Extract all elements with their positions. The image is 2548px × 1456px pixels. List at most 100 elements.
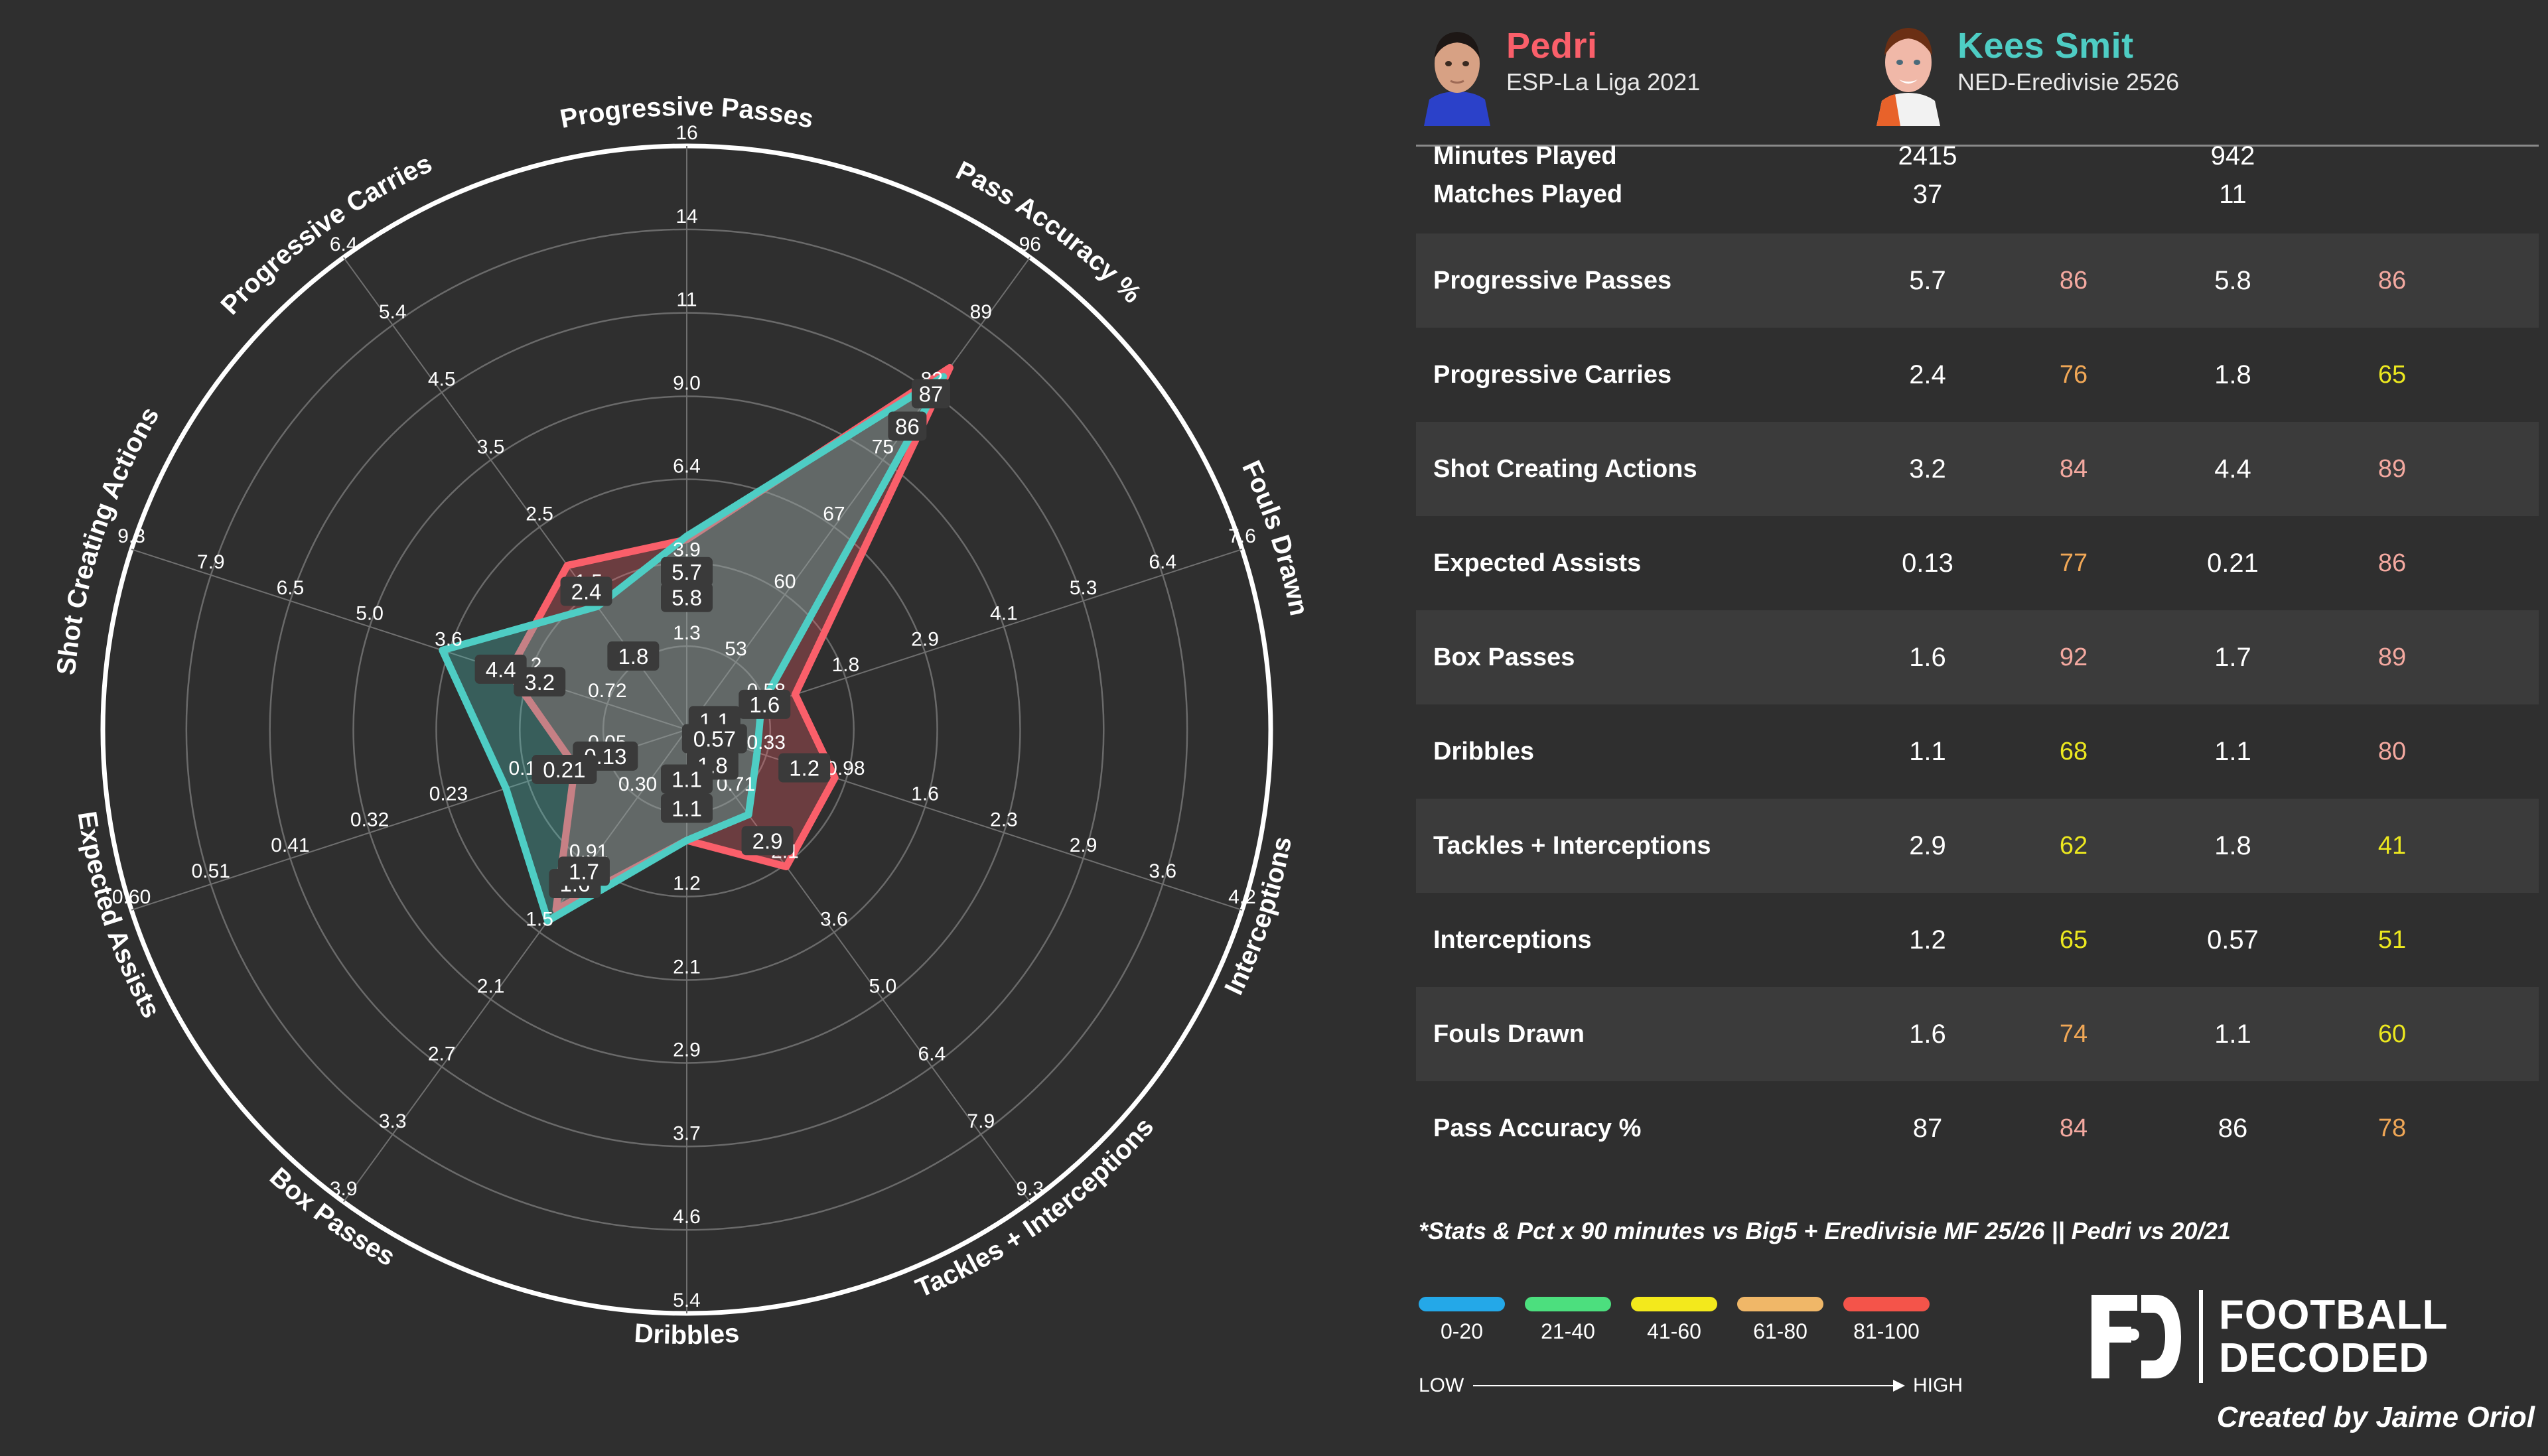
data-value-box bbox=[474, 654, 527, 684]
axis-tick-label: 3.6 bbox=[1149, 860, 1176, 882]
axis-tick-label: 16 bbox=[675, 122, 697, 144]
axis-tick-label: 9.3 bbox=[1016, 1178, 1044, 1200]
data-value-box bbox=[531, 754, 597, 784]
table-row: Fouls Drawn 1.6 74 1.1 60 bbox=[1416, 987, 2539, 1081]
data-value-text: 1.8 bbox=[618, 644, 648, 669]
player2-value: 11 bbox=[2219, 179, 2247, 209]
data-value-text: 87 bbox=[919, 382, 944, 407]
player-photo-1 bbox=[1420, 20, 1494, 126]
axis-tick-label: 4.1 bbox=[990, 603, 1018, 625]
player2-percentile: 86 bbox=[2377, 266, 2407, 295]
legend-swatch-bar bbox=[1631, 1297, 1717, 1311]
table-row: Progressive Passes 5.7 86 5.8 86 bbox=[1416, 233, 2539, 328]
data-value-text: 86 bbox=[895, 414, 920, 438]
player-card-1: Pedri ESP-La Liga 2021 bbox=[1420, 20, 1700, 126]
player2-value: 1.7 bbox=[2214, 642, 2251, 672]
axis-spoke bbox=[342, 729, 687, 1203]
data-value-box bbox=[888, 411, 927, 441]
axis-tick-label: 9.3 bbox=[117, 525, 145, 547]
axis-tick-label: 2.9 bbox=[673, 1039, 701, 1061]
data-value-text: 1.2 bbox=[789, 756, 819, 781]
axis-tick-label: 3.7 bbox=[673, 1122, 701, 1144]
player2-percentile: 65 bbox=[2377, 360, 2407, 389]
axis-tick-label: 1.8 bbox=[832, 654, 860, 676]
axis-tick-label: 5.4 bbox=[379, 301, 407, 323]
legend-swatch: 21-40 bbox=[1525, 1297, 1611, 1344]
axis-tick-label: 2.1 bbox=[673, 957, 701, 978]
legend-swatch-bar bbox=[1525, 1297, 1611, 1311]
player2-value: 1.1 bbox=[2214, 1019, 2251, 1049]
axis-tick-label: 96 bbox=[1019, 233, 1041, 255]
stat-label: Progressive Carries bbox=[1433, 360, 1672, 389]
axis-title: Progressive Carries bbox=[215, 149, 436, 320]
brand-line-2: DECODED bbox=[2219, 1335, 2430, 1381]
football-decoded-logo-icon bbox=[2091, 1295, 2181, 1378]
data-value-box bbox=[681, 724, 747, 754]
player1-value: 2.4 bbox=[1909, 360, 1946, 389]
player1-value: 0.13 bbox=[1902, 548, 1953, 578]
data-value-label: 0.57 bbox=[681, 724, 747, 754]
legend-swatch-label: 21-40 bbox=[1541, 1319, 1595, 1343]
data-value-box bbox=[514, 667, 566, 696]
data-value-text: 2.4 bbox=[571, 580, 602, 604]
data-value-text: 4.4 bbox=[486, 657, 516, 682]
credit-line: Created by Jaime Oriol bbox=[2216, 1401, 2535, 1433]
legend-scale: LOW HIGH bbox=[1419, 1374, 1963, 1397]
data-value-box bbox=[557, 856, 610, 886]
axis-title: Expected Assists bbox=[72, 809, 166, 1023]
player1-percentile: 65 bbox=[2059, 925, 2088, 954]
axis-tick-label: 0.51 bbox=[192, 860, 230, 882]
player2-value: 1.8 bbox=[2214, 830, 2251, 860]
axis-tick-label: 2.9 bbox=[911, 628, 939, 650]
axis-tick-label: 2.7 bbox=[428, 1043, 456, 1065]
player1-value: 1.6 bbox=[1909, 1019, 1946, 1049]
stat-label: Box Passes bbox=[1433, 643, 1575, 671]
data-value-label: 1.1 bbox=[661, 764, 713, 794]
series-polygon bbox=[439, 373, 948, 925]
player1-value: 37 bbox=[1912, 179, 1943, 209]
data-value-text: 0.21 bbox=[543, 758, 585, 782]
axis-tick-label: 11 bbox=[676, 289, 697, 311]
player-name-1: Pedri bbox=[1506, 26, 1598, 66]
data-value-label: 1.6 bbox=[739, 689, 791, 719]
stat-label: Tackles + Interceptions bbox=[1433, 831, 1711, 860]
brand-line-1: FOOTBALL bbox=[2219, 1291, 2448, 1338]
data-value-label: 86 bbox=[888, 411, 927, 441]
legend-swatch-bar bbox=[1737, 1297, 1823, 1311]
data-value-text: 1.1 bbox=[672, 796, 702, 821]
legend-swatch: 61-80 bbox=[1737, 1297, 1823, 1344]
data-value-text: 1.7 bbox=[569, 859, 599, 884]
legend-swatch: 81-100 bbox=[1843, 1297, 1930, 1344]
axis-tick-label: 3.6 bbox=[435, 628, 462, 650]
player2-value: 5.8 bbox=[2214, 265, 2251, 295]
axis-tick-label: 0.33 bbox=[746, 732, 785, 754]
data-value-text: 1.6 bbox=[749, 693, 780, 717]
data-value-label: 0.21 bbox=[531, 754, 597, 784]
data-value-box bbox=[741, 826, 794, 856]
axis-tick-label: 53 bbox=[725, 638, 746, 660]
legend-swatch-label: 41-60 bbox=[1647, 1319, 1701, 1343]
axis-tick-label: 89 bbox=[970, 301, 992, 323]
data-value-label: 4.4 bbox=[474, 654, 527, 684]
axis-tick-label: 2.9 bbox=[1070, 834, 1097, 856]
data-value-label: 5.8 bbox=[661, 582, 713, 612]
table-row: Dribbles 1.1 68 1.1 80 bbox=[1416, 704, 2539, 799]
player1-percentile: 86 bbox=[2059, 266, 2088, 295]
brand-block: FOOTBALL DECODED Created by Jaime Oriol bbox=[2084, 1287, 2535, 1434]
table-row: Tackles + Interceptions 2.9 62 1.8 41 bbox=[1416, 799, 2539, 893]
radar-chart-panel: 1614119.06.43.91.3968982756760537.66.45.… bbox=[52, 92, 1314, 1350]
table-spacer bbox=[1416, 214, 2539, 233]
axis-tick-label: 3.9 bbox=[330, 1178, 358, 1200]
data-value-box bbox=[911, 379, 950, 409]
axis-title: Tackles + Interceptions bbox=[912, 1112, 1160, 1303]
legend-swatch-bar bbox=[1843, 1297, 1930, 1311]
legend-swatch-bar bbox=[1419, 1297, 1505, 1311]
table-row: Expected Assists 0.13 77 0.21 86 bbox=[1416, 516, 2539, 610]
axis-tick-label: 0.98 bbox=[826, 758, 865, 779]
data-value-text: 2.9 bbox=[752, 828, 783, 853]
axis-tick-label: 0.60 bbox=[112, 886, 151, 908]
stat-label: Matches Played bbox=[1433, 180, 1623, 208]
data-value-text: 0.57 bbox=[693, 727, 736, 752]
data-value-label: 1.7 bbox=[557, 856, 610, 886]
